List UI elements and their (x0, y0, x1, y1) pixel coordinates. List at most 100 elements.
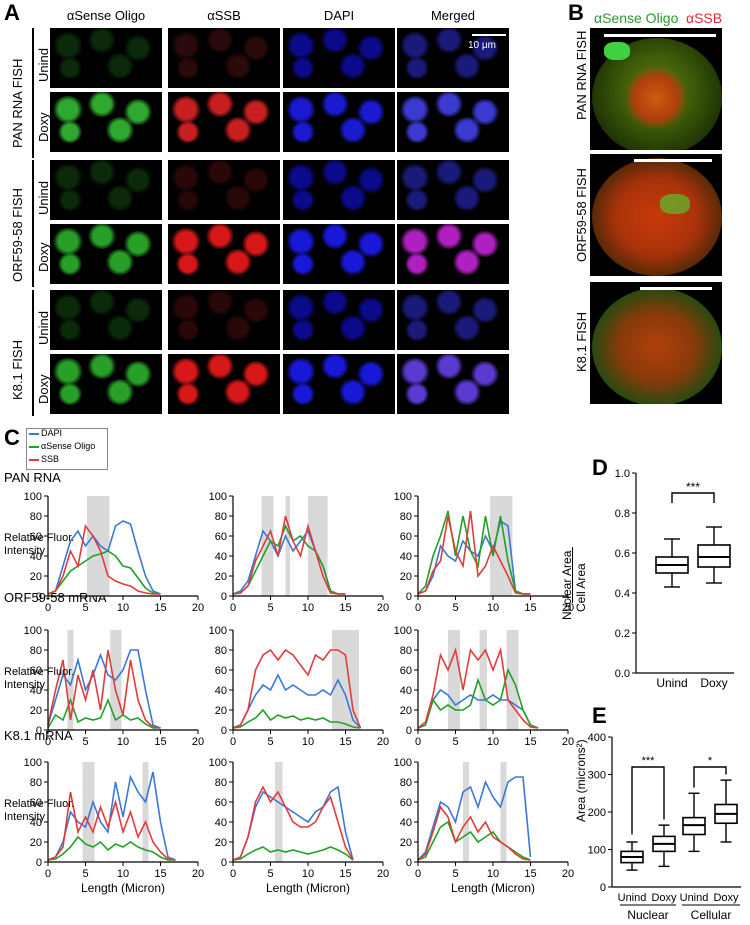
shaded-region (463, 762, 469, 862)
nucleus-blob (170, 228, 202, 256)
y-axis-label: Intensity (4, 545, 45, 557)
x-tick-label: 10 (117, 602, 129, 614)
nucleus-blob (87, 160, 117, 185)
shaded-region (490, 496, 513, 596)
nucleus-blob (399, 228, 431, 256)
series-line (232, 515, 346, 595)
nucleus-blob (175, 383, 201, 406)
x-tick-label: 20 (562, 736, 574, 748)
nucleus-blob (175, 121, 201, 144)
x-tick-label: 0 (45, 602, 51, 614)
shaded-region (275, 762, 283, 862)
y-tick-label: 60 (400, 531, 412, 543)
legend-dapi-label: DAPI (41, 428, 63, 438)
y-tick-label: 100 (394, 625, 412, 637)
micrograph-tile (397, 92, 509, 152)
nucleus-blob (57, 253, 83, 276)
x-tick-label: 5 (82, 868, 88, 880)
category-label: Unind (618, 892, 647, 904)
y-tick-label: 80 (30, 645, 42, 657)
nucleus-blob (57, 319, 83, 342)
y-tick-label: 200 (588, 807, 606, 819)
y-tick-label: 0 (406, 857, 412, 869)
x-tick-label: 20 (377, 736, 389, 748)
nucleus-blob (223, 185, 253, 211)
y-tick-label: 20 (215, 571, 227, 583)
micrograph-tile (397, 224, 509, 284)
x-tick-label: 0 (415, 868, 421, 880)
x-tick-label: 10 (117, 736, 129, 748)
nucleus-blob (404, 189, 430, 212)
micrograph-tile (50, 354, 162, 414)
y-tick-label: 100 (209, 625, 227, 637)
nucleus-blob (404, 319, 430, 342)
y-tick-label: 100 (209, 491, 227, 503)
nucleus-blob (285, 228, 317, 256)
series-line (47, 649, 161, 729)
nucleus-blob (452, 117, 482, 143)
nucleus-blob (170, 358, 202, 386)
scalebar (472, 34, 506, 36)
nucleus-blob (338, 53, 368, 79)
x-tick-label: 15 (339, 602, 351, 614)
y-tick-label: 40 (30, 685, 42, 697)
nucleus-blob (452, 185, 482, 211)
series-line (47, 524, 161, 595)
col-header-ssb: αSSB (207, 8, 241, 23)
series-line (47, 771, 176, 861)
nucleus-blob (52, 164, 84, 192)
header-ssb: αSSB (686, 10, 723, 26)
nucleus-blob (404, 57, 430, 80)
series-line (47, 697, 161, 729)
y-tick-label: 20 (215, 837, 227, 849)
nucleus-blob (223, 379, 253, 405)
nucleus-blob (320, 28, 350, 53)
nucleus-blob (223, 53, 253, 79)
micrograph-tile (397, 290, 509, 350)
nucleus-blob (170, 164, 202, 192)
x-axis-label: Length (Micron) (451, 881, 535, 895)
nucleus-blob (320, 290, 350, 315)
nucleus-blob (285, 96, 317, 124)
y-tick-label: 80 (400, 511, 412, 523)
shaded-region (308, 496, 328, 596)
nucleus-blob (320, 354, 350, 379)
y-tick-label: 20 (30, 837, 42, 849)
panel-b-label: B (568, 0, 584, 25)
nucleus-blob (290, 253, 316, 276)
series-line (417, 688, 539, 729)
x-tick-label: 0 (415, 736, 421, 748)
y-tick-label: 60 (215, 531, 227, 543)
y-tick-label: 0 (36, 857, 42, 869)
row-title-orf: ORF59-58 mRNA (4, 590, 107, 605)
y-tick-label: 20 (30, 571, 42, 583)
col-header-sense: αSense Oligo (66, 8, 146, 23)
x-tick-label: 10 (302, 736, 314, 748)
nucleus-blob (87, 92, 117, 117)
series-line (47, 835, 176, 861)
y-axis-label: Intensity (4, 679, 45, 691)
y-tick-label: 400 (588, 732, 606, 744)
legend-ssb-label: SSB (41, 454, 60, 464)
micrograph-tile (168, 290, 280, 350)
category-label: Unind (656, 676, 687, 690)
x-tick-label: 20 (377, 868, 389, 880)
y-tick-label: 40 (215, 817, 227, 829)
significance-label: * (708, 755, 713, 767)
micrograph-tile (50, 290, 162, 350)
micrograph-tile (168, 160, 280, 220)
nucleus-blob (399, 32, 431, 60)
y-tick-label: 80 (30, 511, 42, 523)
x-tick-label: 20 (192, 602, 204, 614)
micrograph-tile (397, 354, 509, 414)
y-tick-label: 40 (400, 551, 412, 563)
zoom-image-orf (590, 154, 722, 276)
legend-oligo-swatch (29, 446, 39, 448)
y-tick-label: 0.4 (615, 588, 630, 600)
nucleus-blob (290, 319, 316, 342)
nucleus-blob (404, 121, 430, 144)
panel-e-label: E (592, 703, 607, 728)
nucleus-blob (434, 354, 464, 379)
nucleus-blob (452, 379, 482, 405)
